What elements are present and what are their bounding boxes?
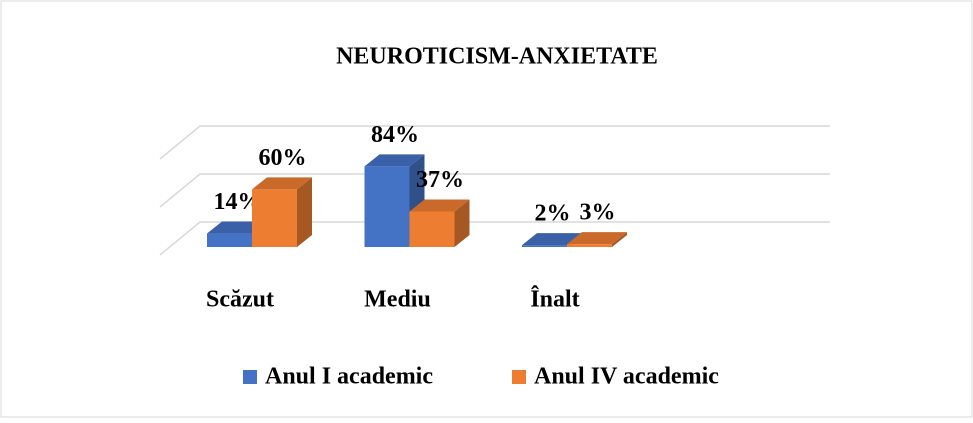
legend-label: Anul IV academic xyxy=(534,364,719,390)
bar xyxy=(409,199,470,247)
x-tick-label: Mediu xyxy=(364,287,431,313)
grid-line xyxy=(159,221,830,256)
bar-top xyxy=(364,154,425,167)
bar-front xyxy=(567,244,612,247)
bar-top xyxy=(409,199,470,212)
bar xyxy=(252,177,312,247)
grid-line xyxy=(159,125,830,160)
bar-top xyxy=(567,232,627,245)
data-label: 84% xyxy=(371,122,419,148)
bar-front xyxy=(252,189,297,247)
x-tick-label: Scăzut xyxy=(206,287,274,313)
bar-top xyxy=(522,233,582,246)
data-label: 37% xyxy=(416,167,464,193)
bar-front xyxy=(207,233,252,247)
x-tick-label: Înalt xyxy=(530,286,579,313)
chart-title: NEUROTICISM-ANXIETATE xyxy=(336,44,658,70)
grid-line xyxy=(159,173,830,208)
bar-side xyxy=(454,199,470,247)
bar-side xyxy=(612,232,627,247)
data-label: 60% xyxy=(259,145,307,171)
bar-side xyxy=(297,177,312,247)
bar-front xyxy=(409,211,455,247)
legend-swatch xyxy=(243,370,257,384)
bar-front xyxy=(364,166,410,247)
bar-top xyxy=(252,177,312,190)
bar-front xyxy=(522,245,567,247)
data-label: 3% xyxy=(580,200,616,226)
data-label: 2% xyxy=(535,201,571,227)
legend-swatch xyxy=(512,370,526,384)
bar xyxy=(567,232,627,247)
legend-label: Anul I academic xyxy=(265,364,433,390)
